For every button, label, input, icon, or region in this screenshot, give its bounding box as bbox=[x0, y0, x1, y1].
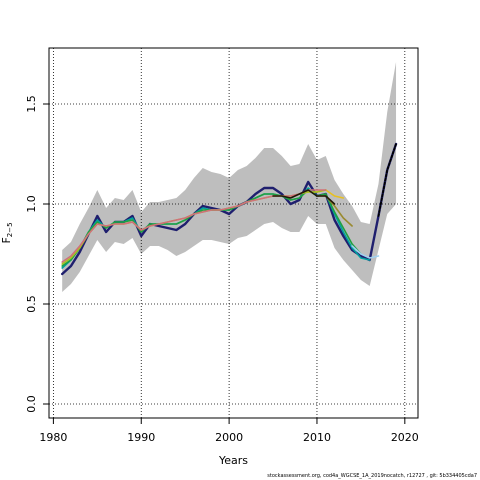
series-line-10 bbox=[377, 143, 397, 217]
x-tick-label-1990: 1990 bbox=[127, 431, 155, 444]
y-tick-label-1: 0.5 bbox=[25, 295, 38, 313]
y-axis-title-sub: 2−5 bbox=[6, 222, 14, 237]
series-layer bbox=[60, 142, 398, 276]
x-tick-label-2010: 2010 bbox=[303, 431, 331, 444]
confidence-band-layer bbox=[62, 62, 397, 292]
x-tick-label-2000: 2000 bbox=[215, 431, 243, 444]
y-axis-title: F2−5 bbox=[0, 222, 14, 243]
axes-layer: 1980 1990 2000 2010 2020 0.0 0.5 1.0 1.5 bbox=[25, 95, 419, 444]
x-axis-title: Years bbox=[218, 454, 248, 467]
x-tick-label-1980: 1980 bbox=[39, 431, 67, 444]
confidence-band bbox=[62, 62, 397, 292]
footer-note: stockassessment.org, cod4a_WGCSE_1A_2019… bbox=[267, 473, 477, 479]
y-axis-title-main: F bbox=[0, 237, 13, 243]
series-line-4 bbox=[351, 245, 380, 259]
y-tick-label-0: 0.0 bbox=[25, 395, 38, 413]
x-tick-label-2020: 2020 bbox=[391, 431, 419, 444]
y-tick-label-2: 1.0 bbox=[25, 195, 38, 213]
plot-frame bbox=[48, 47, 419, 419]
y-tick-label-3: 1.5 bbox=[25, 95, 38, 113]
series-line-9 bbox=[272, 189, 336, 205]
